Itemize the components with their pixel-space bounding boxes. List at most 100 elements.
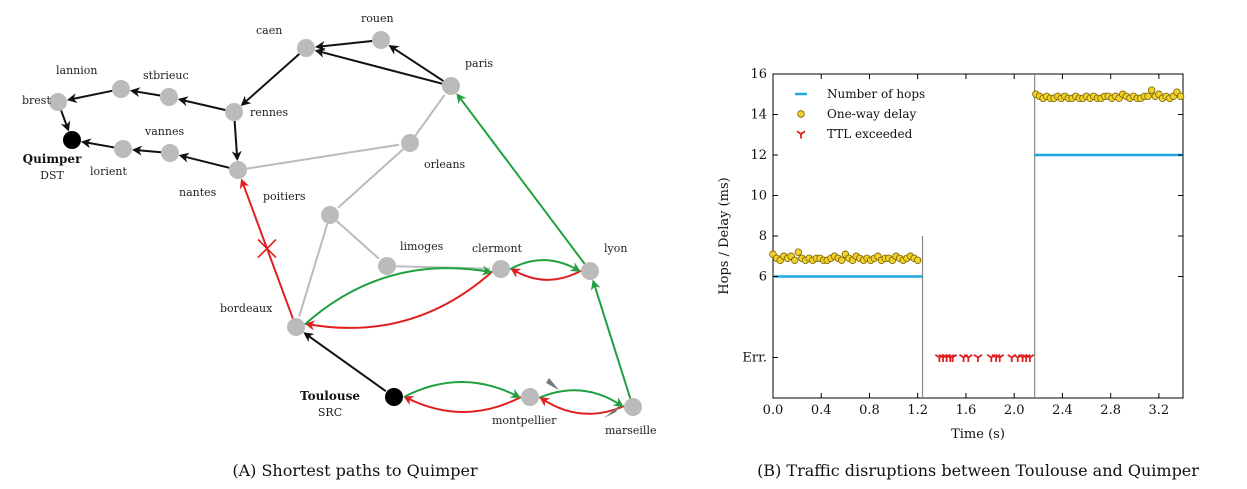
node-label-rennes: rennes (250, 106, 288, 119)
node-montpellier (521, 388, 539, 406)
x-tick-label: 2.8 (1100, 403, 1121, 418)
node-label-bordeaux: bordeaux (220, 302, 273, 315)
edge-rouen-to-caen (314, 39, 373, 51)
node-label-vannes: vannes (144, 125, 184, 138)
edge-orleans-to-poitiers (337, 148, 404, 209)
node-label-quimper: Quimper (23, 152, 82, 166)
legend: Number of hops One-way delay TTL exceeded (795, 87, 925, 141)
edge-clermont-to-bordeaux (304, 270, 494, 331)
edge-nantes-to-orleans (246, 143, 400, 170)
edges-layer (60, 39, 632, 418)
network-graph-panel: brest lannion stbrieuc caen rouen paris rennes… (22, 12, 656, 480)
x-tick-label: 0.4 (811, 403, 832, 418)
node-rouen (372, 31, 390, 49)
node-sublabel-quimper: DST (40, 169, 64, 182)
node-label-montpellier: montpellier (492, 414, 557, 427)
y-tick-label: 12 (750, 148, 767, 163)
x-tick-label: 2.0 (1004, 403, 1025, 418)
node-label-stbrieuc: stbrieuc (143, 69, 189, 82)
node-label-orleans: orleans (424, 158, 466, 171)
edge-lyon-to-paris (456, 93, 586, 265)
edge-lorient-to-quimper (80, 138, 115, 149)
node-label-limoges: limoges (400, 240, 444, 253)
edge-vannes-to-lorient (131, 145, 162, 156)
y-tick-label: 8 (759, 229, 767, 244)
x-tick-label: 0.0 (763, 403, 784, 418)
panel-a-caption: (A) Shortest paths to Quimper (232, 461, 478, 480)
node-label-toulouse: Toulouse (300, 389, 360, 403)
edge-nantes-to-vannes (178, 152, 230, 169)
edge-bordeaux-to-clermont (303, 265, 493, 326)
x-tick-label: 1.6 (956, 403, 977, 418)
edge-toulouse-to-montpellier (403, 381, 521, 398)
node-quimper (63, 131, 81, 149)
node-label-marseille: marseille (605, 424, 656, 437)
node-clermont (492, 260, 510, 278)
legend-delay-swatch (797, 110, 805, 118)
edge-poitiers-to-limoges (336, 220, 380, 260)
ttl-exceeded-point (948, 354, 958, 362)
edge-clermont-to-lyon (509, 259, 581, 272)
node-label-lannion: lannion (56, 64, 97, 77)
node-label-lyon: lyon (604, 242, 627, 255)
ticks-layer: 0.0 0.4 0.8 1.2 1.6 2.0 2.4 2.8 3.2 6 8 10 12 14 16 Err… (742, 67, 1183, 418)
edge-rennes-to-nantes (231, 120, 242, 162)
edge-stbrieuc-to-lannion (129, 87, 161, 98)
delay-point (1144, 92, 1152, 100)
legend-ttl-swatch (796, 130, 806, 139)
node-label-rouen: rouen (361, 12, 394, 25)
delay-point (838, 256, 846, 264)
delay-point (914, 256, 922, 264)
node-lyon (581, 262, 599, 280)
ttl-exceeded-point (963, 354, 973, 362)
legend-label: TTL exceeded (827, 127, 913, 141)
nodes-layer: brest lannion stbrieuc caen rouen paris rennes… (22, 12, 656, 437)
delay-chart-panel: 0.0 0.4 0.8 1.2 1.6 2.0 2.4 2.8 3.2 6 8 10 12 14 16 Err… (717, 67, 1199, 480)
node-label-nantes: nantes (179, 186, 217, 199)
node-vannes (161, 144, 179, 162)
edge-rennes-to-stbrieuc (177, 96, 226, 111)
vertical-lines (921, 74, 1036, 398)
node-label-caen: caen (256, 24, 282, 37)
delay-point (1176, 92, 1185, 100)
legend-label: Number of hops (827, 87, 925, 101)
edge-orleans-to-paris (414, 94, 446, 137)
edge-caen-to-rennes (240, 53, 300, 107)
x-axis-label: Time (s) (951, 427, 1005, 442)
node-brest (49, 93, 67, 111)
node-toulouse (385, 388, 403, 406)
node-lorient (114, 140, 132, 158)
node-marseille (624, 398, 642, 416)
edge-montpellier-to-toulouse (403, 396, 522, 413)
node-label-brest: brest (22, 94, 51, 107)
edge-lyon-to-clermont (510, 268, 582, 281)
node-stbrieuc (160, 88, 178, 106)
ttl-exceeded-point (973, 354, 983, 362)
y-axis-label: Hops / Delay (ms) (717, 177, 732, 294)
y-tick-label-err: Err. (742, 351, 767, 366)
y-tick-label: 16 (750, 67, 767, 82)
edge-poitiers-to-bordeaux (298, 223, 329, 317)
x-tick-label: 1.2 (907, 403, 928, 418)
y-tick-label: 6 (759, 270, 767, 285)
x-tick-label: 2.4 (1052, 403, 1073, 418)
node-nantes (229, 161, 247, 179)
legend-label: One-way delay (827, 107, 917, 121)
edge-marseille-to-lyon (590, 279, 632, 399)
edge-toulouse-to-bordeaux (303, 332, 387, 393)
ttl-exceeded-point (995, 354, 1005, 362)
node-bordeaux (287, 318, 305, 336)
delay-point (794, 248, 803, 256)
y-tick-label: 10 (750, 189, 767, 204)
delay-point (1147, 86, 1156, 94)
node-label-poitiers: poitiers (263, 190, 306, 203)
node-rennes (225, 103, 243, 121)
edge-brest-to-quimper (60, 110, 71, 132)
y-tick-label: 14 (750, 108, 767, 123)
rerouting-arrowhead-icon (604, 405, 620, 418)
node-caen (297, 39, 315, 57)
node-limoges (378, 257, 396, 275)
edge-paris-to-caen (314, 47, 443, 85)
node-label-clermont: clermont (472, 242, 523, 255)
series-layer (769, 86, 1185, 362)
